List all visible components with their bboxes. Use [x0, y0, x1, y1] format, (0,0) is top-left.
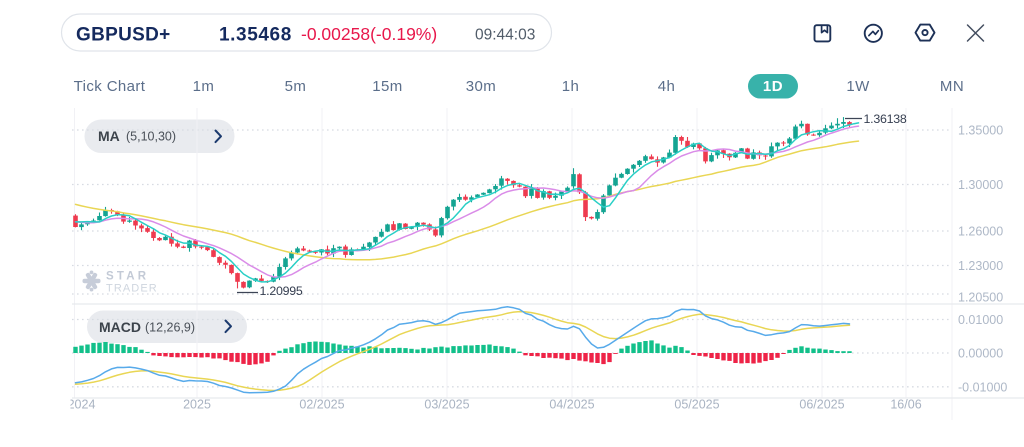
- svg-text:1.36138: 1.36138: [864, 112, 907, 126]
- svg-text:MA: MA: [98, 128, 120, 144]
- svg-text:1.30000: 1.30000: [958, 178, 1003, 192]
- svg-text:09:44:03: 09:44:03: [475, 27, 535, 44]
- svg-text:(12,26,9): (12,26,9): [145, 321, 195, 335]
- svg-text:06/2025: 06/2025: [799, 398, 844, 412]
- svg-text:1.35468: 1.35468: [219, 25, 292, 46]
- svg-text:1.26000: 1.26000: [958, 225, 1003, 239]
- svg-text:1.35000: 1.35000: [958, 124, 1003, 138]
- svg-text:TRADER: TRADER: [106, 283, 158, 295]
- svg-text:GBPUSD+: GBPUSD+: [76, 25, 170, 46]
- svg-text:15m: 15m: [372, 78, 402, 95]
- svg-text:1.20500: 1.20500: [958, 291, 1003, 305]
- svg-text:16/06: 16/06: [890, 398, 921, 412]
- svg-text:Tick Chart: Tick Chart: [74, 78, 146, 95]
- svg-text:0.00000: 0.00000: [958, 347, 1003, 361]
- svg-text:04/2025: 04/2025: [549, 398, 594, 412]
- svg-text:03/2025: 03/2025: [424, 398, 469, 412]
- svg-text:MN: MN: [940, 78, 964, 95]
- svg-text:0.01000: 0.01000: [958, 313, 1003, 327]
- svg-text:1h: 1h: [562, 78, 580, 95]
- svg-text:05/2025: 05/2025: [674, 398, 719, 412]
- svg-text:5m: 5m: [285, 78, 307, 95]
- svg-text:1.20995: 1.20995: [260, 284, 303, 298]
- svg-text:-0.00258(-0.19%): -0.00258(-0.19%): [301, 24, 437, 44]
- svg-text:-0.01000: -0.01000: [958, 380, 1007, 394]
- svg-text:4h: 4h: [658, 78, 676, 95]
- svg-text:STAR: STAR: [106, 271, 149, 283]
- svg-text:2024: 2024: [68, 398, 96, 412]
- svg-text:1D: 1D: [763, 78, 783, 95]
- svg-text:30m: 30m: [466, 78, 496, 95]
- svg-text:1m: 1m: [193, 78, 215, 95]
- svg-text:(5,10,30): (5,10,30): [126, 130, 176, 144]
- svg-text:1.23000: 1.23000: [958, 259, 1003, 273]
- svg-text:02/2025: 02/2025: [299, 398, 344, 412]
- svg-text:MACD: MACD: [99, 319, 141, 335]
- svg-text:2025: 2025: [183, 398, 211, 412]
- svg-text:1W: 1W: [846, 78, 870, 95]
